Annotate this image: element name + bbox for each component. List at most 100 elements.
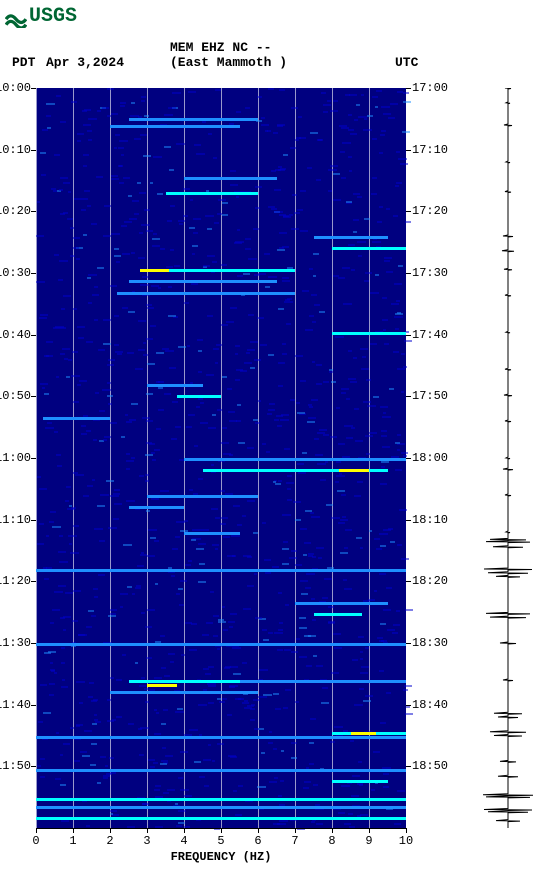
y-label-left: 11:10 bbox=[0, 513, 29, 527]
y-label-left: 11:40 bbox=[0, 698, 29, 712]
y-label-right: 17:00 bbox=[412, 81, 462, 95]
spectral-event bbox=[110, 691, 258, 694]
spectral-event bbox=[36, 806, 406, 809]
spectral-event bbox=[184, 177, 277, 180]
spectral-event bbox=[36, 569, 406, 572]
x-tick-label: 7 bbox=[291, 834, 298, 848]
spectral-event bbox=[169, 269, 295, 272]
x-tick-label: 1 bbox=[69, 834, 76, 848]
y-tick-right bbox=[406, 458, 411, 459]
y-label-right: 18:30 bbox=[412, 636, 462, 650]
x-axis-title: FREQUENCY (HZ) bbox=[36, 850, 406, 864]
spectral-event bbox=[140, 269, 170, 272]
y-tick-left bbox=[31, 335, 36, 336]
spectral-event bbox=[36, 817, 406, 820]
y-label-left: 10:50 bbox=[0, 389, 29, 403]
spectral-event bbox=[117, 292, 295, 295]
y-tick-left bbox=[31, 643, 36, 644]
seismic-trace bbox=[483, 88, 533, 828]
x-tick-label: 4 bbox=[180, 834, 187, 848]
spectral-event bbox=[36, 736, 406, 739]
y-label-right: 17:20 bbox=[412, 204, 462, 218]
y-tick-right bbox=[406, 581, 411, 582]
y-label-left: 10:30 bbox=[0, 266, 29, 280]
spectral-event bbox=[314, 613, 362, 616]
y-tick-left bbox=[31, 520, 36, 521]
spectral-event bbox=[36, 798, 406, 801]
y-tick-left bbox=[31, 273, 36, 274]
y-tick-right bbox=[406, 150, 411, 151]
spectral-event bbox=[177, 395, 221, 398]
y-label-right: 17:10 bbox=[412, 143, 462, 157]
spectral-event bbox=[129, 506, 185, 509]
date: Apr 3,2024 bbox=[46, 55, 124, 70]
x-tick-label: 10 bbox=[399, 834, 413, 848]
grid-line bbox=[147, 88, 148, 828]
x-tick bbox=[110, 828, 111, 833]
x-tick bbox=[73, 828, 74, 833]
y-label-right: 18:50 bbox=[412, 759, 462, 773]
x-tick bbox=[147, 828, 148, 833]
location: (East Mammoth ) bbox=[170, 55, 287, 70]
x-tick bbox=[332, 828, 333, 833]
y-tick-right bbox=[406, 335, 411, 336]
spectral-event bbox=[314, 236, 388, 239]
y-label-left: 10:20 bbox=[0, 204, 29, 218]
y-label-right: 18:20 bbox=[412, 574, 462, 588]
spectral-event bbox=[129, 118, 259, 121]
x-tick-label: 2 bbox=[106, 834, 113, 848]
y-tick-left bbox=[31, 458, 36, 459]
y-label-left: 11:30 bbox=[0, 636, 29, 650]
spectral-event bbox=[110, 125, 240, 128]
y-tick-right bbox=[406, 705, 411, 706]
x-tick-label: 6 bbox=[254, 834, 261, 848]
tz-right: UTC bbox=[395, 55, 418, 70]
y-tick-left bbox=[31, 766, 36, 767]
y-tick-right bbox=[406, 643, 411, 644]
y-label-left: 10:10 bbox=[0, 143, 29, 157]
tz-left: PDT bbox=[12, 55, 35, 70]
x-tick-label: 8 bbox=[328, 834, 335, 848]
spectral-event bbox=[43, 417, 110, 420]
station-id: MEM EHZ NC -- bbox=[170, 40, 271, 55]
spectral-event bbox=[240, 680, 407, 683]
x-tick bbox=[221, 828, 222, 833]
y-label-right: 17:50 bbox=[412, 389, 462, 403]
grid-line bbox=[110, 88, 111, 828]
y-label-left: 10:00 bbox=[0, 81, 29, 95]
spectral-event bbox=[36, 769, 406, 772]
y-tick-left bbox=[31, 705, 36, 706]
y-tick-right bbox=[406, 211, 411, 212]
y-tick-left bbox=[31, 396, 36, 397]
y-tick-right bbox=[406, 396, 411, 397]
x-tick-label: 0 bbox=[32, 834, 39, 848]
y-tick-right bbox=[406, 273, 411, 274]
spectral-event bbox=[184, 532, 240, 535]
usgs-logo: USGS bbox=[5, 5, 77, 28]
spectral-event bbox=[147, 684, 177, 687]
y-label-left: 11:00 bbox=[0, 451, 29, 465]
x-tick bbox=[184, 828, 185, 833]
spectral-event bbox=[129, 280, 277, 283]
x-tick bbox=[369, 828, 370, 833]
spectral-event bbox=[339, 469, 369, 472]
y-tick-left bbox=[31, 88, 36, 89]
y-label-right: 18:10 bbox=[412, 513, 462, 527]
spectrogram bbox=[36, 88, 406, 828]
grid-line bbox=[36, 88, 37, 828]
x-tick-label: 5 bbox=[217, 834, 224, 848]
y-label-left: 10:40 bbox=[0, 328, 29, 342]
y-tick-left bbox=[31, 150, 36, 151]
spectral-event bbox=[332, 780, 388, 783]
logo-text: USGS bbox=[29, 5, 77, 28]
x-tick bbox=[36, 828, 37, 833]
y-tick-left bbox=[31, 581, 36, 582]
y-tick-right bbox=[406, 88, 411, 89]
y-label-left: 11:50 bbox=[0, 759, 29, 773]
y-label-right: 17:30 bbox=[412, 266, 462, 280]
spectral-event bbox=[351, 732, 377, 735]
spectral-event bbox=[147, 384, 203, 387]
x-tick-label: 3 bbox=[143, 834, 150, 848]
waveform-trace bbox=[483, 88, 533, 828]
y-tick-right bbox=[406, 520, 411, 521]
